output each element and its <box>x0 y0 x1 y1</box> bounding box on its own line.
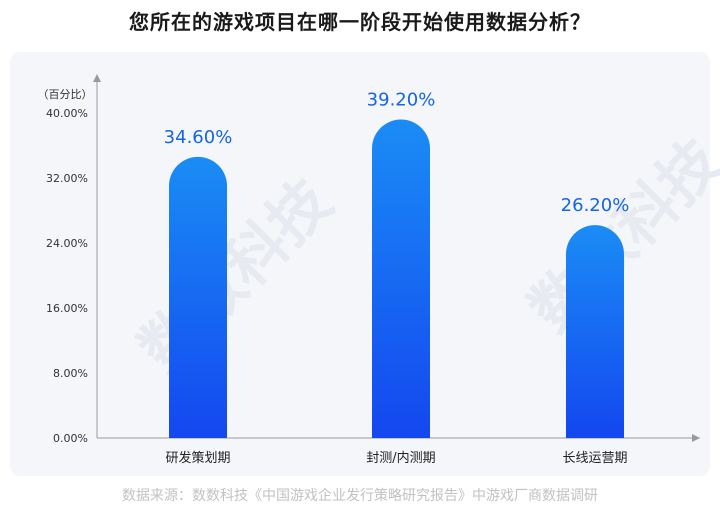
y-tick-label: 16.00% <box>46 302 88 315</box>
chart-title: 您所在的游戏项目在哪一阶段开始使用数据分析？ <box>129 10 591 34</box>
watermark-text-left: 数数科技 <box>126 166 345 385</box>
bar-value-label: 39.20% <box>367 90 436 111</box>
x-category-label: 研发策划期 <box>165 450 230 466</box>
y-tick-label: 32.00% <box>46 172 88 185</box>
y-axis-arrow <box>93 74 101 82</box>
x-axis-arrow <box>692 434 700 442</box>
bar <box>372 119 430 439</box>
y-axis-title: （百分比） <box>38 88 93 101</box>
x-category-label: 封测/内测期 <box>366 450 435 466</box>
bar <box>169 156 227 438</box>
bar-value-label: 34.60% <box>164 127 233 148</box>
y-tick-label: 40.00% <box>46 107 88 120</box>
y-tick-label: 8.00% <box>53 367 88 380</box>
bar <box>566 225 624 438</box>
x-category-label: 长线运营期 <box>562 451 627 466</box>
y-tick-label: 24.00% <box>46 237 88 250</box>
y-tick-label: 0.00% <box>53 432 88 445</box>
data-source-note: 数据来源：数数科技《中国游戏企业发行策略研究报告》中游戏厂商数据调研 <box>122 488 598 504</box>
bar-value-label: 26.20% <box>561 195 630 216</box>
